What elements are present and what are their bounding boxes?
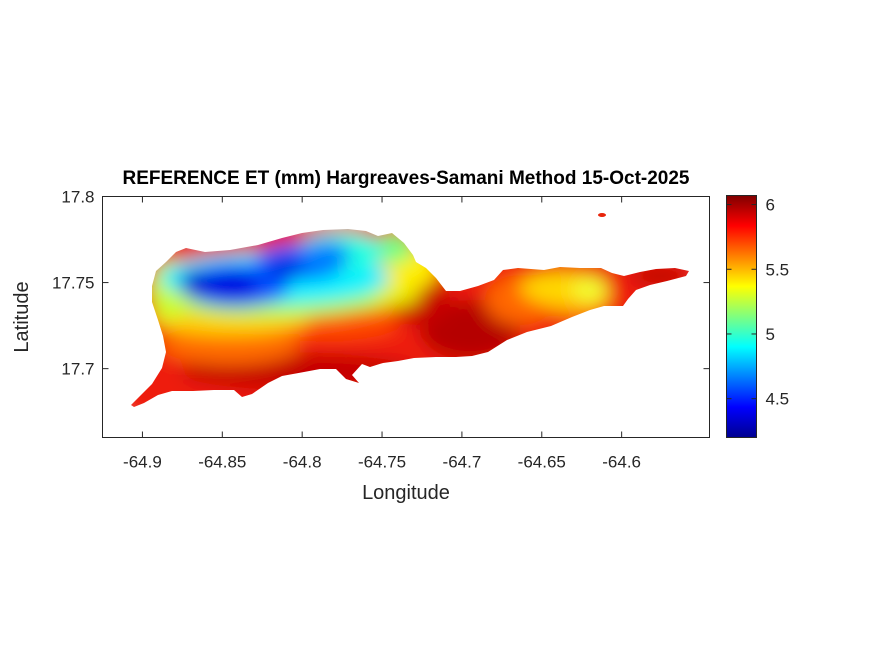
x-tick-label: -64.8	[283, 453, 322, 472]
y-tick-label: 17.75	[52, 274, 95, 293]
colorbar-tick-label: 4.5	[766, 390, 790, 409]
islet	[598, 213, 606, 217]
x-tick-label: -64.9	[123, 453, 162, 472]
x-axis-ticks: -64.9 -64.85 -64.8 -64.75 -64.7 -64.65 -64.6	[123, 196, 641, 472]
chart-title: REFERENCE ET (mm) Hargreaves-Samani Meth…	[123, 168, 690, 189]
colorbar-tick-label: 5	[766, 325, 775, 344]
colorbar-tick-label: 6	[766, 196, 775, 215]
x-axis-label: Longitude	[362, 482, 450, 504]
colorbar-tick-label: 5.5	[766, 260, 790, 279]
colorbar	[726, 195, 757, 438]
y-axis-label: Latitude	[11, 281, 33, 352]
x-tick-label: -64.6	[602, 453, 641, 472]
y-axis-ticks: 17.8 17.75 17.7	[52, 188, 710, 379]
y-tick-label: 17.7	[61, 360, 94, 379]
x-tick-label: -64.65	[518, 453, 566, 472]
plot-axes	[102, 196, 710, 438]
x-tick-label: -64.7	[443, 453, 482, 472]
x-tick-label: -64.75	[358, 453, 406, 472]
colorbar-ticks: 6 5.5 5 4.5	[726, 196, 790, 409]
heatmap-region	[131, 229, 689, 407]
y-tick-label: 17.8	[61, 188, 94, 207]
x-tick-label: -64.85	[198, 453, 246, 472]
